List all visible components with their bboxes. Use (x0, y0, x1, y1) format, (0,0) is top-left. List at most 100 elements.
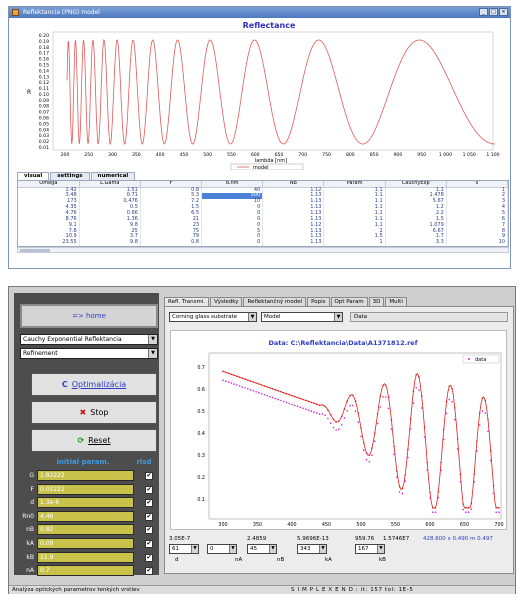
result-tab[interactable]: Popis (307, 297, 330, 306)
chevron-down-icon[interactable]: ▼ (334, 313, 342, 321)
tab-numerical[interactable]: numerical (90, 172, 136, 180)
optimize-button[interactable]: C Optimalizácia (31, 373, 157, 396)
table-row[interactable]: 4.76 0.66 6.5 0 1.13 1.1 2.2 5 (18, 210, 508, 217)
table-header[interactable]: CauchyExp (385, 181, 447, 188)
result-tab[interactable]: Multi (385, 297, 407, 306)
table-header[interactable]: Nb (262, 181, 325, 188)
rlsd-checkbox[interactable]: ✔ (145, 553, 153, 562)
chevron-down-icon[interactable]: ▼ (191, 545, 198, 553)
table-cell[interactable]: 500 (201, 192, 264, 199)
table-header[interactable]: d.nm (201, 181, 264, 188)
table-cell[interactable]: 1.12 (262, 187, 325, 193)
rlsd-checkbox[interactable]: ✔ (145, 512, 153, 521)
table-cell[interactable]: 1 (446, 187, 508, 193)
result-tab[interactable]: Refl. Transmi. (164, 297, 210, 306)
table-row[interactable]: 3.48 0.71 5.3 500 1.13 1.1 1.478 2 (18, 192, 508, 199)
param-value-field[interactable]: 1.3e-6 (37, 497, 134, 509)
chevron-down-icon[interactable]: ▼ (229, 545, 236, 553)
table-cell[interactable]: 10 (201, 198, 264, 205)
value-spinner[interactable]: 167 ▼ (355, 544, 385, 554)
table-cell[interactable]: 4.35 (18, 204, 80, 211)
table-cell[interactable]: 1.7 (385, 234, 447, 241)
table-cell[interactable]: 1.13 (262, 204, 325, 211)
table-cell[interactable]: 7.8 (18, 228, 80, 235)
table-cell[interactable]: 3 (446, 198, 508, 205)
table-cell[interactable]: 1.13 (262, 240, 325, 246)
table-row[interactable]: 23.55 9.8 0.8 0 1.13 1 3.3 10 (18, 240, 508, 246)
table-cell[interactable]: 0.66 (79, 210, 141, 217)
table-cell[interactable]: 6.67 (385, 228, 447, 235)
table-cell[interactable]: 0.8 (140, 240, 203, 246)
param-value-field[interactable]: 0.09 (37, 538, 134, 549)
table-cell[interactable]: 6.5 (140, 210, 203, 217)
table-cell[interactable]: 40 (201, 187, 264, 193)
table-cell[interactable]: 0 (201, 204, 264, 211)
home-button[interactable]: => home (20, 304, 158, 328)
table-header[interactable]: Omega (18, 181, 80, 188)
table-row[interactable]: 7.8 25 75 5 1.13 2 6.67 8 (18, 228, 508, 235)
table-cell[interactable]: 1.1 (323, 210, 386, 217)
table-header[interactable]: s (446, 181, 508, 188)
table-row[interactable]: 8.76 1.36 21 0 1.13 1.1 1.5 6 (18, 216, 508, 223)
table-cell[interactable]: 75 (140, 228, 203, 235)
rlsd-checkbox[interactable]: ✔ (145, 540, 153, 548)
table-cell[interactable]: 0 (201, 222, 264, 229)
minimize-button[interactable]: _ (479, 8, 488, 16)
table-cell[interactable]: 1.5 (140, 204, 203, 211)
chevron-down-icon[interactable]: ▼ (319, 545, 326, 553)
rlsd-checkbox[interactable]: ✔ (145, 567, 153, 576)
value-spinner[interactable]: 343 ▼ (297, 544, 327, 554)
table-cell[interactable]: 0.5 (79, 204, 141, 211)
table-cell[interactable]: 5.3 (140, 192, 203, 199)
table-cell[interactable]: 4 (446, 204, 508, 211)
table-cell[interactable]: 1.1 (323, 187, 386, 193)
table-cell[interactable]: 9.8 (79, 222, 141, 229)
param-value-field[interactable]: 0.7 (37, 565, 134, 577)
param-value-field[interactable]: 0.82 (37, 524, 134, 536)
table-cell[interactable]: 1.079 (385, 222, 447, 229)
result-tab[interactable]: Reflektančný model (243, 297, 307, 306)
table-cell[interactable]: 173 (18, 198, 80, 205)
result-tab[interactable]: Výsledky (210, 297, 243, 306)
table-row[interactable]: 10.9 3.7 79 0 1.13 1.5 1.7 9 (18, 234, 508, 241)
table-cell[interactable]: 7 (446, 222, 508, 229)
tab-settings[interactable]: settings (50, 172, 90, 180)
table-row[interactable]: 173 0.476 7.2 10 1.13 1.1 5.67 3 (18, 198, 508, 205)
table-cell[interactable]: 1 (323, 240, 386, 246)
table-cell[interactable]: 1.51 (79, 187, 141, 193)
table-cell[interactable]: 2.2 (385, 210, 447, 217)
table-cell[interactable]: 3.3 (385, 240, 447, 246)
table-cell[interactable]: 0 (201, 210, 264, 217)
value-spinner[interactable]: 0 ▼ (207, 544, 237, 554)
table-horizontal-scrollbar[interactable] (17, 247, 509, 253)
table-cell[interactable]: 1.13 (262, 210, 325, 217)
table-cell[interactable]: 21 (140, 216, 203, 223)
table-cell[interactable]: 1.1 (323, 198, 386, 205)
table-cell[interactable]: 79 (140, 234, 203, 241)
table-cell[interactable]: 1.12 (262, 222, 325, 229)
tab-visual[interactable]: visual (17, 172, 50, 180)
close-button[interactable]: × (499, 8, 508, 16)
table-cell[interactable]: 3.7 (79, 234, 141, 241)
table-cell[interactable]: 1.13 (262, 198, 325, 205)
rlsd-checkbox[interactable]: ✔ (145, 485, 153, 494)
table-cell[interactable]: 10 (446, 240, 508, 246)
table-row[interactable]: 2.42 1.51 0.8 40 1.12 1.1 1.1 1 (18, 187, 508, 193)
table-cell[interactable]: 0.476 (79, 198, 141, 205)
substrate-select[interactable]: Corning glass substrate ▼ (169, 312, 257, 322)
model-select[interactable]: Cauchy Exponential Reflektancia ▼ (20, 334, 158, 345)
table-cell[interactable]: 8.76 (18, 216, 80, 223)
reset-button[interactable]: ⟳ Reset (31, 429, 157, 452)
chevron-down-icon[interactable]: ▼ (248, 313, 256, 321)
table-cell[interactable]: 1.2 (385, 204, 447, 211)
result-tab[interactable]: 3D (368, 297, 385, 306)
param-value-field[interactable]: 0.01222 (37, 483, 134, 495)
table-cell[interactable]: 1.1 (323, 204, 386, 211)
table-cell[interactable]: 2 (323, 228, 386, 235)
value-spinner[interactable]: 61 ▼ (169, 544, 199, 554)
table-cell[interactable]: 4.76 (18, 210, 80, 217)
table-cell[interactable]: 1.1 (323, 192, 386, 199)
table-cell[interactable]: 1.478 (385, 192, 447, 199)
table-cell[interactable]: 0.71 (79, 192, 141, 199)
rlsd-checkbox[interactable]: ✔ (145, 499, 153, 508)
